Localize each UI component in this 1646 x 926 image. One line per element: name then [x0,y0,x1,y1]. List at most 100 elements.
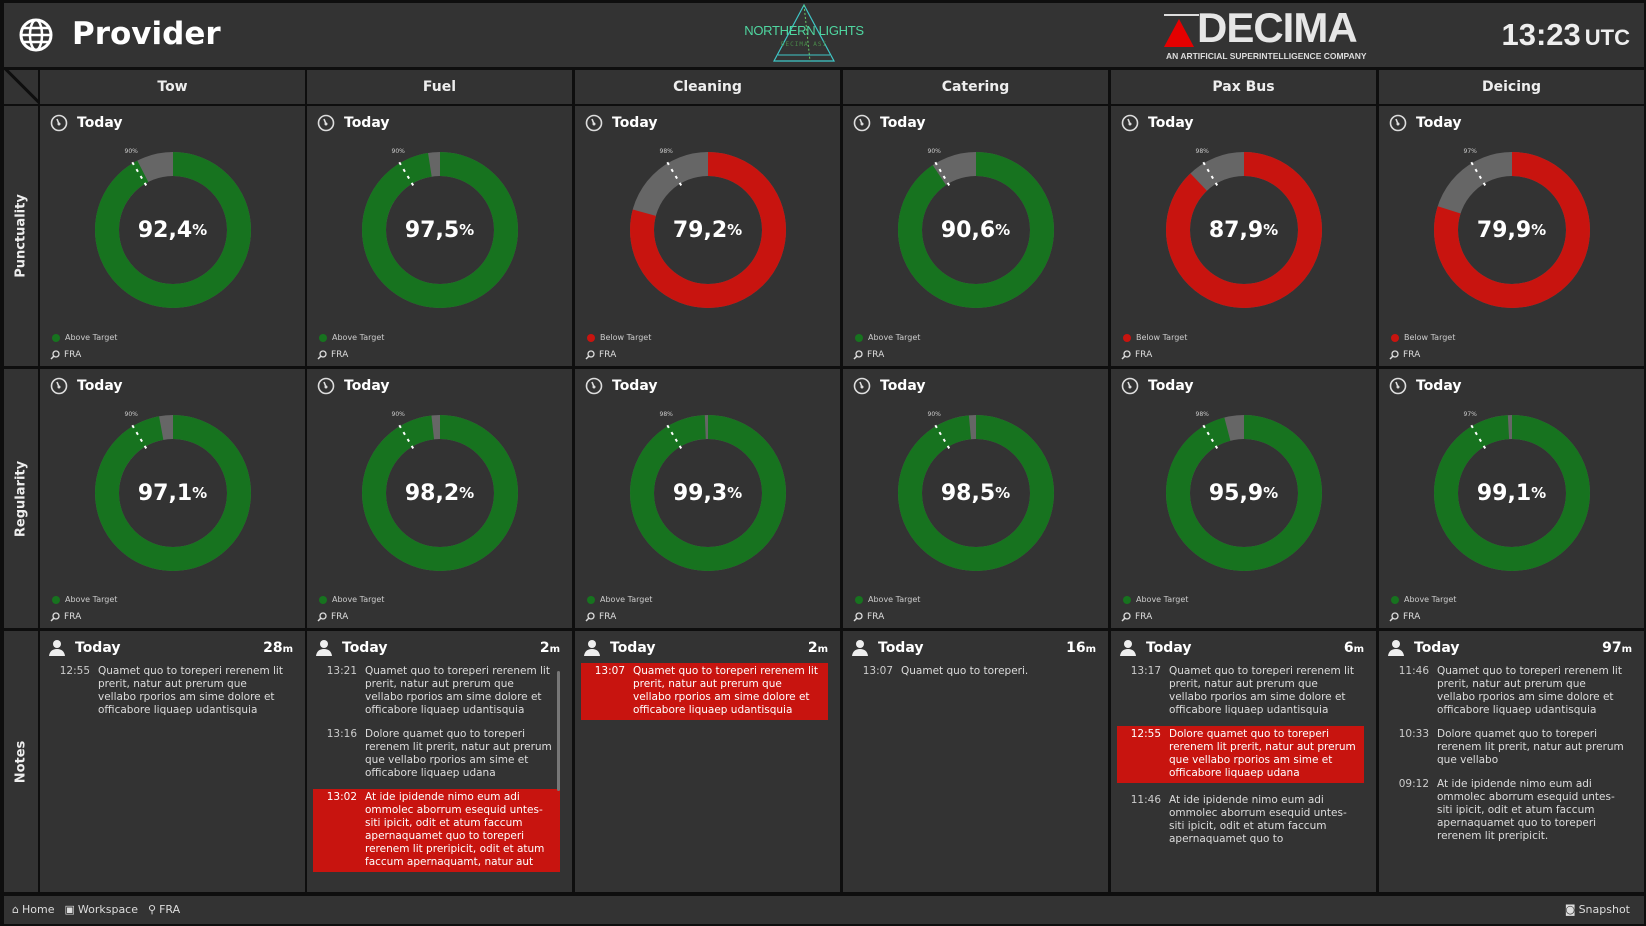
tile-header: Today [50,114,122,132]
notes-age: 2m [539,640,560,656]
legend: Above Target [855,333,920,342]
search-icon [1389,612,1399,622]
tile-header: Today [1389,377,1461,395]
donut-chart: 90,6% [896,150,1056,310]
notes-list[interactable]: 12:55 Quamet quo to toreperi rerenem lit … [46,663,293,890]
location-filter[interactable]: FRA [585,612,616,622]
location-filter[interactable]: FRA [317,350,348,360]
donut-value-arc [94,415,251,571]
donut-chart: 97,5% [360,150,520,310]
gauge-icon [585,377,603,395]
workspace-link[interactable]: ▣ Workspace [64,903,138,916]
punctuality-tile[interactable]: Today 79,2% 98% Below Target FRA [575,106,840,366]
location-filter[interactable]: FRA [1389,612,1420,622]
location-filter[interactable]: FRA [1121,612,1152,622]
notes-list[interactable]: 13:21 Quamet quo to toreperi rerenem lit … [313,663,560,890]
location-filter[interactable]: FRA [853,612,884,622]
notes-list[interactable]: 13:17 Quamet quo to toreperi rerenem lit … [1117,663,1364,890]
punctuality-tile[interactable]: Today 97,5% 90% Above Target FRA [307,106,572,366]
location-filter[interactable]: FRA [585,350,616,360]
notes-scrollbar[interactable] [557,671,560,791]
location-filter[interactable]: FRA [853,350,884,360]
target-label: 90% [124,148,138,155]
person-icon [584,640,600,656]
donut-value: 95,9% [1208,480,1279,506]
donut-chart: 87,9% [1164,150,1324,310]
notes-header: Today 97m [1387,639,1632,657]
globe-icon [19,18,53,52]
notes-header: Today 6m [1119,639,1364,657]
donut-value-arc [361,415,518,571]
regularity-tile[interactable]: Today 97,1% 90% Above Target FRA [40,369,305,628]
note-item[interactable]: 12:55 Quamet quo to toreperi rerenem lit … [59,665,283,716]
regularity-tile[interactable]: Today 99,3% 98% Above Target FRA [575,369,840,628]
location-link[interactable]: ⚲ FRA [148,903,181,916]
home-icon: ⌂ [12,903,19,916]
location-filter[interactable]: FRA [50,612,81,622]
gauge-icon [1389,377,1407,395]
person-icon [852,640,868,656]
donut-value-arc [897,152,1054,308]
notes-list[interactable]: 13:07 Quamet quo to toreperi. [849,663,1096,890]
location-filter[interactable]: FRA [50,350,81,360]
status-dot [319,333,327,342]
note-item[interactable]: 13:17 Quamet quo to toreperi rerenem lit … [1130,665,1354,716]
notes-list[interactable]: 13:07 Quamet quo to toreperi rerenem lit … [581,663,828,890]
column-header: Fuel [307,70,572,104]
regularity-tile[interactable]: Today 99,1% 97% Above Target FRA [1379,369,1644,628]
regularity-tile[interactable]: Today 98,5% 90% Above Target FRA [843,369,1108,628]
search-icon [585,612,595,622]
donut-value: 90,6% [940,217,1011,243]
column-header: Tow [40,70,305,104]
gauge-icon [1121,377,1139,395]
person-icon [1120,640,1136,656]
person-icon [1388,640,1404,656]
punctuality-tile[interactable]: Today 79,9% 97% Below Target FRA [1379,106,1644,366]
target-label: 90% [124,411,138,418]
snapshot-button[interactable]: ◙ Snapshot [1564,903,1630,916]
location-filter[interactable]: FRA [1389,350,1420,360]
status-dot [1391,595,1399,604]
location-filter[interactable]: FRA [317,612,348,622]
donut-chart: 98,2% [360,413,520,573]
legend: Above Target [1123,595,1188,604]
donut-value-arc [1165,152,1322,308]
note-item[interactable]: 11:46 Quamet quo to toreperi rerenem lit … [1398,665,1622,716]
tile-header: Today [1121,114,1193,132]
donut-chart: 97,1% [93,413,253,573]
alert-note[interactable]: 13:02 At ide ipidende nimo eum adi ommole… [313,789,560,872]
regularity-tile[interactable]: Today 95,9% 98% Above Target FRA [1111,369,1376,628]
legend: Above Target [52,595,117,604]
punctuality-tile[interactable]: Today 87,9% 98% Below Target FRA [1111,106,1376,366]
notes-tile: Today 16m 13:07 Quamet quo to toreperi. [843,631,1108,892]
gauge-icon [853,114,871,132]
donut-chart: 98,5% [896,413,1056,573]
note-item[interactable]: 09:12 At ide ipidende nimo eum adi ommole… [1398,778,1615,842]
note-item[interactable]: 11:46 At ide ipidende nimo eum adi ommole… [1130,794,1347,845]
search-icon [317,612,327,622]
punctuality-tile[interactable]: Today 90,6% 90% Above Target FRA [843,106,1108,366]
northern-lights-logo: NORTHERN LIGHTS DECIMA ASI [744,3,864,67]
note-item[interactable]: 13:07 Quamet quo to toreperi. [862,665,1029,677]
tile-header: Today [317,114,389,132]
note-item[interactable]: 13:16 Dolore quamet quo to toreperi reren… [326,728,552,779]
tile-header: Today [50,377,122,395]
tile-header: Today [1121,377,1193,395]
donut-chart: 79,2% [628,150,788,310]
notes-tile: Today 2m 13:21 Quamet quo to toreperi reren… [307,631,572,892]
target-label: 98% [659,411,673,418]
notes-list[interactable]: 11:46 Quamet quo to toreperi rerenem lit … [1385,663,1632,890]
alert-note[interactable]: 13:07 Quamet quo to toreperi rerenem lit … [581,663,828,720]
location-filter[interactable]: FRA [1121,350,1152,360]
note-item[interactable]: 13:21 Quamet quo to toreperi rerenem lit … [326,665,550,716]
alert-note[interactable]: 12:55 Dolore quamet quo to toreperi reren… [1117,726,1364,783]
gauge-icon [50,377,68,395]
regularity-tile[interactable]: Today 98,2% 90% Above Target FRA [307,369,572,628]
punctuality-tile[interactable]: Today 92,4% 90% Above Target FRA [40,106,305,366]
home-link[interactable]: ⌂ Home [12,903,55,916]
row-label-punctuality: Punctuality [4,106,38,366]
notes-age: 16m [1066,640,1096,656]
search-icon [1121,612,1131,622]
notes-header: Today 16m [851,639,1096,657]
note-item[interactable]: 10:33 Dolore quamet quo to toreperi reren… [1398,728,1624,766]
